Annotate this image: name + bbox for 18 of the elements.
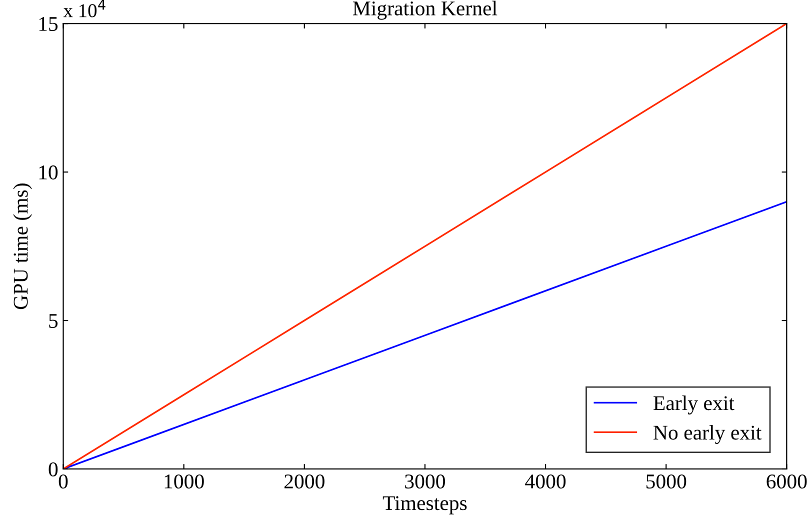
x-tick-label: 2000 (284, 474, 324, 489)
y-axis-title: GPU time (ms) (13, 184, 32, 310)
x-tick-label: 1000 (164, 474, 204, 489)
legend-label: Early exit (654, 396, 734, 414)
x-tick-label: 3000 (405, 474, 446, 489)
legend-label: No early exit (654, 425, 762, 444)
y-tick-label: 10 (39, 165, 58, 180)
y-tick-label: 0 (48, 462, 58, 476)
x-axis-title: Timesteps (382, 496, 467, 514)
x-tick-label: 4000 (525, 474, 566, 489)
x-tick-label: 6000 (766, 474, 807, 489)
line-series (63, 24, 787, 469)
x-tick-label: 5000 (646, 474, 686, 489)
text: x 10$^{4}$ (63, 0, 106, 18)
x-tick-label: 0 (58, 474, 68, 489)
y-tick-label: 5 (49, 314, 58, 328)
y-tick-label: 15 (39, 17, 58, 32)
chart-title: Migration Kernel (352, 0, 498, 20)
